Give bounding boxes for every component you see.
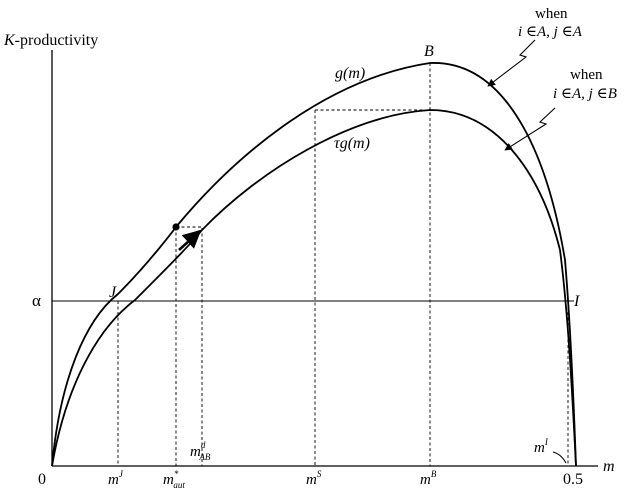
curve-tau-label: τg(m) — [334, 135, 370, 152]
tick-mS: mS — [306, 469, 322, 488]
x-axis-label: m — [603, 458, 615, 475]
alpha-label: α — [32, 291, 41, 310]
point-B-label: B — [424, 43, 434, 60]
pointer-top — [487, 39, 536, 87]
curve-tau-g — [51, 109, 577, 467]
tick-maut: m* aut — [163, 469, 185, 490]
move-arrow — [178, 229, 202, 251]
legend-bottom-cond: i ∈A, j ∈B — [553, 86, 617, 102]
tick-mABd: md AB — [190, 440, 211, 462]
curve-g — [51, 62, 577, 467]
y-axis-label: K-productivity — [3, 32, 98, 49]
pointer-mI — [552, 451, 567, 464]
origin-label: 0 — [38, 471, 46, 488]
autarky-point — [172, 223, 180, 231]
point-I-label: I — [573, 293, 580, 310]
x-end-label: 0.5 — [563, 471, 583, 488]
tick-mI: mI — [534, 437, 549, 456]
point-J-label: J — [109, 284, 117, 301]
legend-top-when: when — [535, 6, 568, 22]
legend-bottom-when: when — [570, 67, 603, 83]
tick-mJ: mJ — [108, 469, 124, 488]
curve-g-label: g(m) — [335, 65, 365, 82]
pointer-bottom — [504, 107, 556, 151]
tick-mB: mB — [420, 469, 437, 488]
legend-top-cond: i ∈A, j ∈A — [518, 24, 583, 40]
